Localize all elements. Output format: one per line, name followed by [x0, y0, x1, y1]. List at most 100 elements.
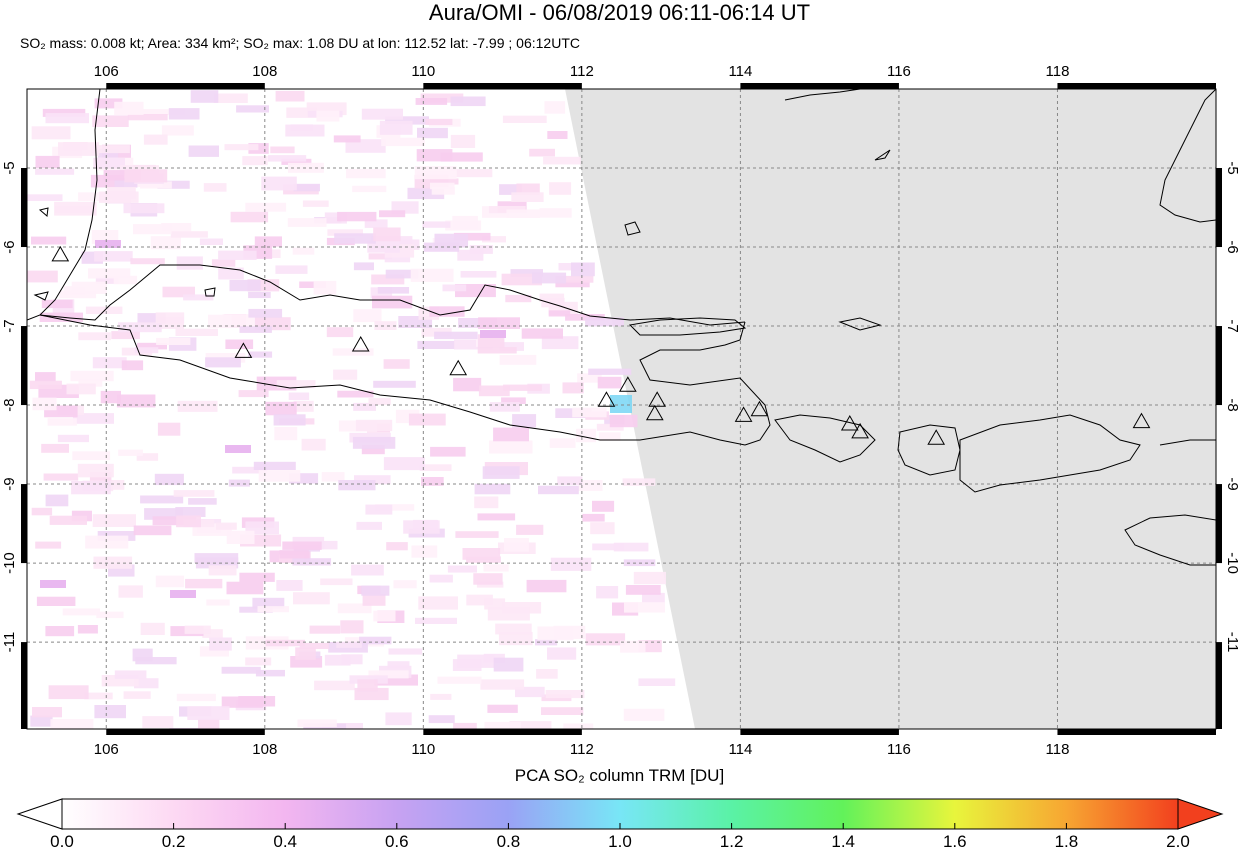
so2-pixel: [275, 90, 305, 102]
so2-pixel: [453, 722, 477, 729]
so2-pixel: [150, 236, 181, 250]
so2-pixel: [450, 169, 493, 178]
coastlines: [27, 89, 1216, 566]
axis-tick-labels: 106 106 108 108 110 110 112 112 114 114 116 116 118 1…: [1, 63, 1239, 758]
so2-pixel: [483, 564, 509, 572]
so2-pixel: [422, 221, 451, 228]
so2-pixel: [499, 342, 524, 351]
so2-pixel: [133, 224, 172, 235]
volcano-marker: [750, 400, 769, 417]
so2-pixel: [547, 647, 577, 660]
so2-pixel: [336, 641, 362, 648]
lat-tick-label: -10: [1224, 552, 1239, 574]
so2-pixel: [84, 692, 113, 700]
so2-pixel: [43, 473, 79, 481]
so2-pixel: [94, 98, 123, 109]
so2-pixel: [526, 579, 567, 593]
so2-pixel: [314, 680, 355, 691]
so2-pixel: [337, 390, 374, 398]
so2-pixel: [416, 149, 453, 162]
so2-map: 106 106 108 108 110 110 112 112 114 114 116 116 118 1…: [1, 63, 1239, 758]
so2-pixel: [502, 115, 547, 123]
lat-tick-label: -5: [1224, 161, 1239, 174]
so2-pixel: [453, 232, 491, 241]
so2-pixel: [511, 192, 544, 202]
so2-pixel: [124, 169, 168, 183]
so2-pixel: [453, 377, 482, 392]
so2-pixel: [337, 603, 372, 614]
so2-pixel: [418, 596, 458, 610]
so2-pixel: [385, 269, 419, 279]
colorbar: [16, 798, 1224, 830]
so2-pixel: [118, 585, 143, 598]
so2-pixel: [257, 606, 289, 613]
so2-pixel: [457, 654, 495, 668]
so2-pixel: [177, 400, 218, 412]
so2-pixel: [206, 599, 230, 606]
so2-pixel: [173, 490, 215, 497]
so2-pixel: [316, 110, 340, 122]
so2-pixel: [111, 331, 140, 340]
so2-pixel: [480, 330, 506, 338]
so2-pixel: [216, 522, 237, 530]
lon-tick-label: 114: [728, 63, 752, 80]
so2-pixel: [71, 281, 107, 294]
so2-pixel: [31, 507, 53, 516]
so2-pixel: [489, 440, 533, 454]
so2-pixel: [123, 203, 165, 214]
so2-pixel: [137, 342, 167, 350]
so2-pixel: [157, 180, 190, 189]
colorbar-tick-label: 0.0: [50, 832, 74, 851]
so2-pixel: [211, 259, 236, 267]
so2-pixel: [495, 623, 532, 635]
so2-pixel: [555, 280, 590, 288]
volcano-marker: [597, 391, 616, 407]
so2-pixel: [361, 445, 385, 455]
so2-pixel: [408, 413, 446, 426]
lon-tick-label: 112: [570, 741, 594, 758]
so2-pixel: [505, 294, 532, 303]
so2-pixel: [203, 183, 227, 192]
so2-pixel: [299, 642, 329, 649]
so2-pixel: [239, 572, 275, 582]
so2-pixel: [333, 135, 361, 143]
so2-pixel: [232, 466, 268, 474]
so2-pixel: [529, 148, 555, 157]
volcano-marker: [449, 359, 468, 376]
so2-pixel: [95, 276, 119, 284]
lat-tick-label: -7: [1224, 319, 1239, 332]
coastline-java-south: [39, 314, 746, 446]
so2-pixel: [450, 134, 476, 148]
so2-pixel: [140, 181, 172, 189]
so2-pixel: [359, 636, 392, 645]
so2-pixel: [592, 543, 624, 551]
so2-pixel: [106, 187, 136, 194]
so2-pixel: [493, 657, 524, 672]
so2-pixel: [353, 309, 382, 323]
volcano-marker: [840, 415, 859, 431]
so2-pixel: [134, 678, 159, 689]
so2-pixel: [352, 185, 387, 193]
so2-pixel: [341, 654, 363, 665]
so2-pixel: [624, 602, 665, 613]
so2-pixel: [198, 718, 220, 729]
so2-pixel: [372, 295, 413, 309]
so2-pixel: [346, 169, 386, 179]
so2-pixel: [245, 657, 272, 666]
so2-pixel: [35, 168, 75, 175]
lat-tick-label: -8: [1224, 398, 1239, 411]
so2-pixel: [484, 598, 506, 610]
so2-pixel: [539, 293, 565, 302]
so2-pixel: [324, 212, 347, 224]
so2-pixel: [118, 322, 162, 333]
colorbar-tick-label: 2.0: [1166, 832, 1190, 851]
coastline-java-east: [639, 321, 771, 446]
so2-pixel: [550, 557, 592, 571]
so2-pixel: [440, 152, 483, 162]
so2-pixel: [365, 504, 393, 515]
so2-pixel: [188, 145, 219, 157]
coastline-islands: [33, 149, 891, 331]
so2-pixel: [107, 191, 136, 199]
so2-retrieval-pixels: [27, 90, 676, 729]
so2-pixel: [238, 696, 276, 707]
